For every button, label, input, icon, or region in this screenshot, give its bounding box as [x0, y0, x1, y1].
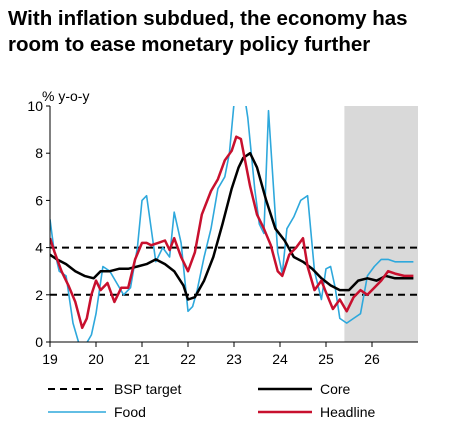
forecast-shading	[344, 106, 418, 342]
legend: BSP target Core Food Headline	[48, 381, 375, 420]
x-ticks: 19 20 21 22 23 24 25 26	[42, 342, 380, 367]
legend-item-bsp-target: BSP target	[48, 381, 182, 397]
legend-item-food: Food	[48, 404, 146, 420]
legend-label-food: Food	[114, 404, 146, 420]
y-axis-unit-label: % y-o-y	[42, 88, 89, 104]
series-lines	[50, 106, 414, 342]
legend-item-headline: Headline	[258, 404, 375, 420]
y-tick-label: 6	[35, 192, 43, 208]
legend-label-headline: Headline	[320, 404, 375, 420]
y-tick-label: 2	[35, 287, 43, 303]
y-tick-label: 4	[35, 240, 43, 256]
legend-item-core: Core	[258, 381, 351, 397]
x-tick-label: 23	[226, 351, 242, 367]
chart-title: With inflation subdued, the economy has …	[8, 6, 458, 58]
series-line-food	[50, 106, 414, 342]
y-tick-label: 0	[35, 334, 43, 350]
x-tick-label: 19	[42, 351, 58, 367]
x-tick-label: 22	[180, 351, 196, 367]
y-tick-label: 10	[27, 98, 43, 114]
legend-label-bsp-target: BSP target	[114, 381, 182, 397]
chart-title-line-1: With inflation subdued, the economy has	[8, 7, 408, 30]
chart-title-line-2: room to ease monetary policy further	[8, 33, 371, 56]
x-tick-label: 26	[364, 351, 380, 367]
series-line-headline	[50, 135, 414, 330]
y-tick-label: 8	[35, 145, 43, 161]
y-ticks: 0 2 4 6 8 10	[27, 98, 50, 350]
x-tick-label: 20	[88, 351, 104, 367]
legend-label-core: Core	[320, 381, 351, 397]
x-tick-label: 25	[318, 351, 334, 367]
series-line-core	[50, 151, 414, 301]
x-tick-label: 21	[134, 351, 150, 367]
x-tick-label: 24	[272, 351, 288, 367]
